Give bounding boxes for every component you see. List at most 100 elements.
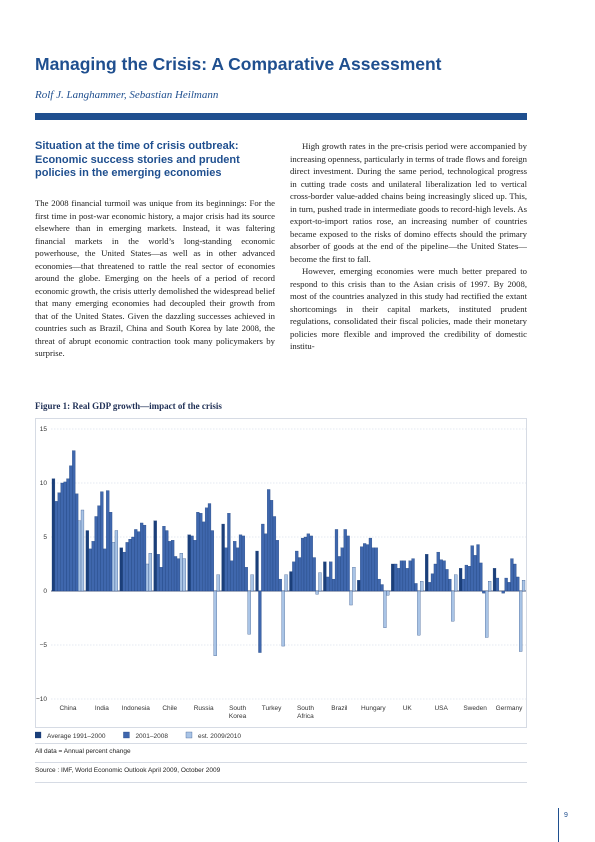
bar [171,540,175,592]
bar [80,509,85,592]
bar [360,546,364,592]
bar [244,567,248,592]
bar [236,547,240,592]
bar [66,478,70,592]
bar [315,590,319,595]
bar [187,534,191,592]
chart-frame: 15 10 5 0 −5 −10 China India Indonesia Chile Russi… [35,418,527,728]
bar [427,582,432,592]
bar [306,533,310,592]
legend: Average 1991–2000 2001–2008 est. 2009/2010 [35,731,241,740]
bar [507,582,511,592]
bar [69,465,73,592]
bar [380,584,384,592]
bar [295,550,299,592]
bar [326,576,330,592]
bar [108,512,113,592]
bar [54,501,58,592]
bar [402,560,406,592]
bar [470,545,474,592]
page-number: 9 [564,812,568,819]
bar [250,574,254,592]
bar [272,516,277,592]
bar [461,578,466,592]
bar [261,523,265,592]
bar [182,558,186,592]
bar [448,578,452,592]
x-tick-label: USA [434,705,448,712]
bar [371,547,375,592]
bar [57,492,61,592]
bar [363,543,367,592]
bar [411,558,415,592]
bar [103,548,107,592]
x-tick-label: Brazil [331,705,348,712]
bar [334,529,339,592]
bar [501,590,505,594]
bar [145,563,150,592]
title-rule [35,113,527,120]
legend-swatch [185,731,193,739]
bar [289,571,293,592]
bar [396,568,401,592]
bar [303,536,308,592]
bar [284,574,288,592]
bar [94,516,98,592]
x-tick-label: Russia [194,705,214,712]
divider [35,743,527,744]
bar [75,493,79,592]
bar [168,541,172,592]
bar [202,521,206,592]
bar [255,550,259,592]
bar [106,490,110,592]
bar [488,581,492,592]
y-tick-label: 5 [43,534,47,541]
bar [176,558,181,592]
bar [473,555,477,592]
bar [173,556,178,592]
bar [233,541,237,592]
bar [258,590,262,653]
bar [300,537,305,592]
bar [193,540,197,592]
bar [346,535,350,592]
bar [408,560,412,592]
bar [504,577,508,592]
x-tick-label: South Africa [297,705,314,720]
bar [125,542,129,592]
bar [467,566,471,592]
paragraph: High growth rates in the pre-crisis peri… [290,141,527,264]
bar [241,535,246,592]
bar [420,581,424,592]
bar [492,568,497,592]
bar [238,534,243,592]
bar [436,551,440,592]
bar [269,500,274,592]
bar [510,558,514,592]
bar [312,557,316,592]
bar [100,491,104,592]
bar [454,574,458,592]
y-tick-label: 0 [43,588,47,595]
bar [207,503,212,592]
bar [140,522,144,592]
y-tick-label: 10 [40,480,48,487]
bar [230,560,234,592]
bar [399,560,404,592]
bar [451,590,455,622]
bar [357,580,361,592]
bar [77,520,82,592]
divider [35,782,527,783]
bar [111,542,116,592]
bar [323,561,327,592]
bar [63,481,67,592]
bar [72,450,76,592]
bar [224,547,228,592]
legend-label: est. 2009/2010 [198,733,241,740]
bar [479,562,483,592]
bar [204,507,209,592]
x-tick-label: India [95,705,109,712]
y-tick-label: 15 [40,426,48,433]
bar [337,556,341,592]
bar [196,512,200,592]
